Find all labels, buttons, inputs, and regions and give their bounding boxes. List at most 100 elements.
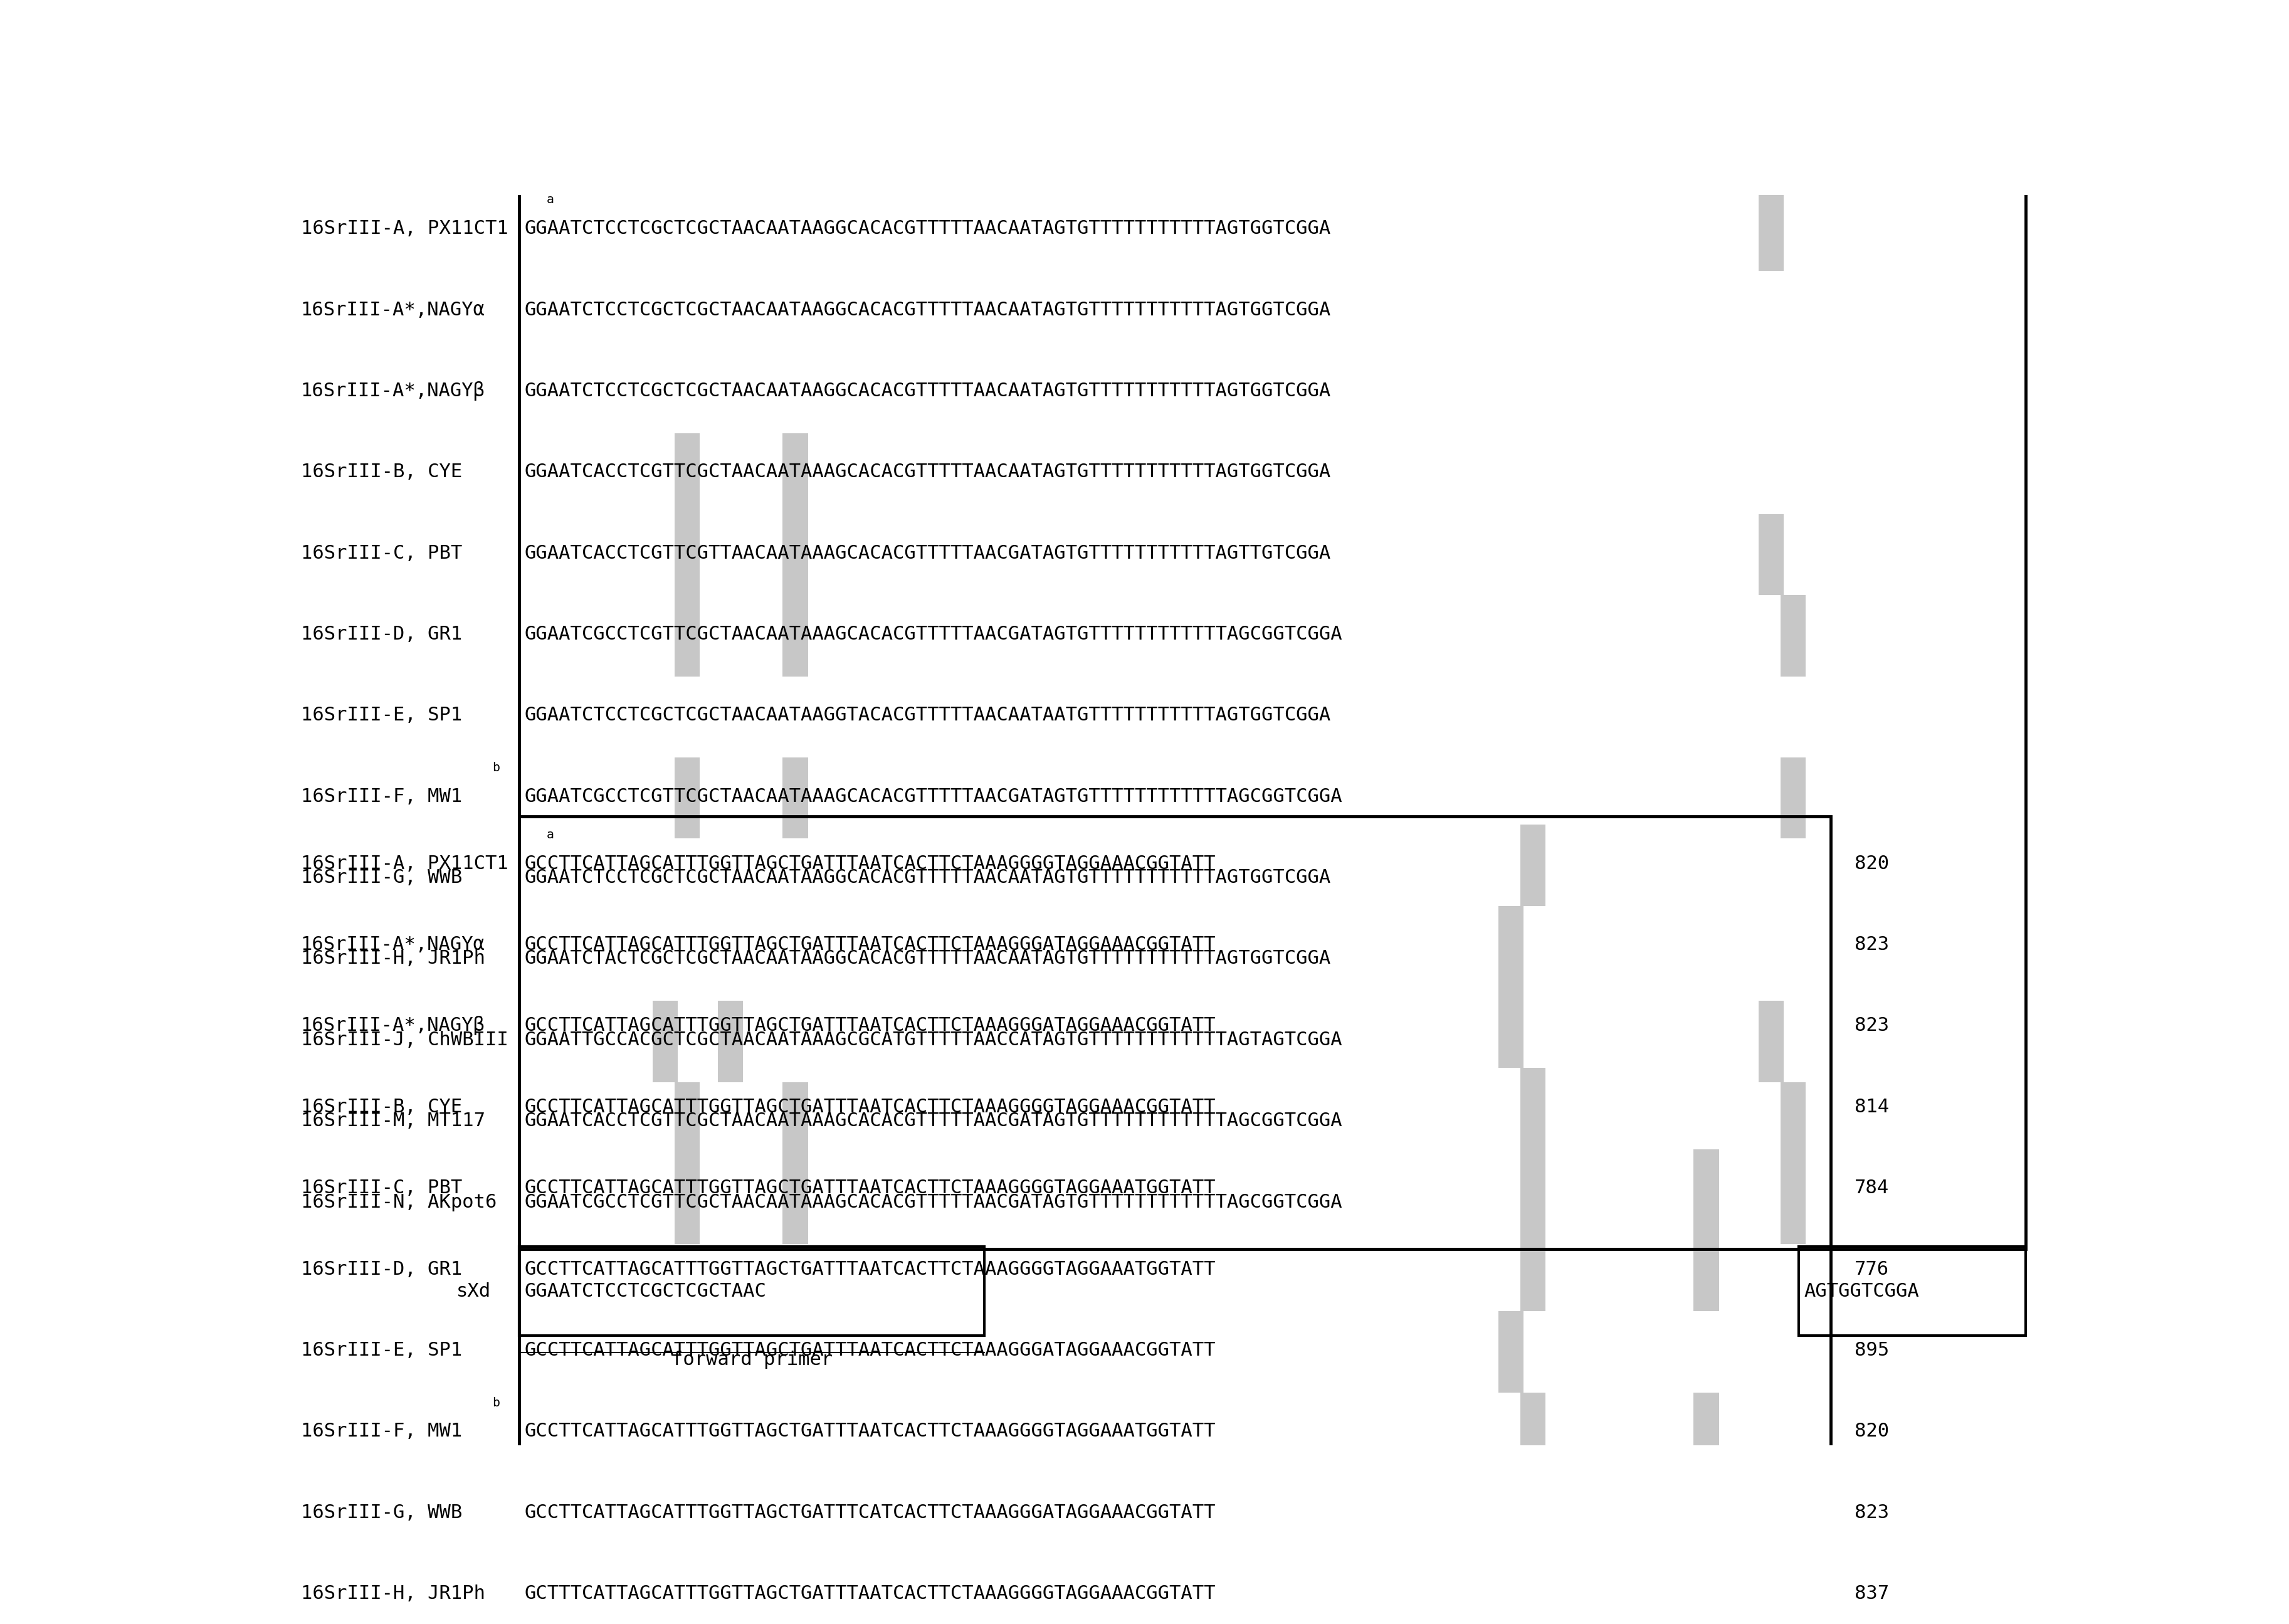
Text: GGAATCTCCTCGCTCGCTAACAATAAGGCACACGTTTTTAACAATAGTGTTTTTTTTTTTAGTGGTCGGA: GGAATCTCCTCGCTCGCTAACAATAAGGCACACGTTTTTA… (524, 382, 1330, 400)
Text: 16SrIII-F, MW1: 16SrIII-F, MW1 (300, 788, 462, 806)
Text: 823: 823 (1854, 935, 1888, 953)
Text: GGAATCTACTCGCTCGCTAACAATAAGGCACACGTTTTTAACAATAGTGTTTTTTTTTTTAGTGGTCGGA: GGAATCTACTCGCTCGCTAACAATAAGGCACACGTTTTTA… (524, 950, 1330, 968)
Bar (1781, 757, 1806, 838)
Text: 16SrIII-M, MT117: 16SrIII-M, MT117 (300, 1112, 485, 1130)
Bar (1499, 906, 1524, 987)
Text: 16SrIII-B, CYE: 16SrIII-B, CYE (300, 463, 462, 481)
Text: 16SrIII-A*,NAGYβ: 16SrIII-A*,NAGYβ (300, 382, 485, 401)
Bar (520, 817, 1831, 1624)
Text: 16SrIII-E, SP1: 16SrIII-E, SP1 (300, 706, 462, 724)
Text: b: b (492, 1397, 499, 1408)
Text: GGAATCACCTCGTTCGCTAACAATAAAGCACACGTTTTTAACAATAGTGTTTTTTTTTTTAGTGGTCGGA: GGAATCACCTCGTTCGCTAACAATAAAGCACACGTTTTTA… (524, 463, 1330, 481)
Text: 16SrIII-B, CYE: 16SrIII-B, CYE (300, 1098, 462, 1116)
Text: GCCTTCATTAGCATTTGGTTAGCTGATTTAATCACTTCTAAAGGGGTAGGAAATGGTATT: GCCTTCATTAGCATTTGGTTAGCTGATTTAATCACTTCTA… (524, 1179, 1215, 1197)
Bar (675, 757, 700, 838)
Bar (1520, 1554, 1545, 1624)
Text: GCCTTCATTAGCATTTGGTTAGCTGATTTAATCACTTCTAAAGGGATAGGAAACGGTATT: GCCTTCATTAGCATTTGGTTAGCTGATTTAATCACTTCTA… (524, 1017, 1215, 1034)
Bar (783, 434, 808, 515)
Bar (1499, 1473, 1524, 1554)
Text: 823: 823 (1854, 1504, 1888, 1522)
Text: GGAATCTCCTCGCTCGCTAAC: GGAATCTCCTCGCTCGCTAAC (524, 1283, 767, 1301)
Text: 820: 820 (1854, 854, 1888, 872)
Bar (1758, 515, 1783, 596)
Bar (783, 596, 808, 677)
Text: GCCTTCATTAGCATTTGGTTAGCTGATTTAATCACTTCTAAAGGGGTAGGAAACGGTATT: GCCTTCATTAGCATTTGGTTAGCTGATTTAATCACTTCTA… (524, 1098, 1215, 1116)
Text: 16SrIII-D, GR1: 16SrIII-D, GR1 (300, 625, 462, 643)
Text: 16SrIII-D, GR1: 16SrIII-D, GR1 (300, 1260, 462, 1278)
Text: 16SrIII-A, PX11CT1: 16SrIII-A, PX11CT1 (300, 219, 508, 237)
Bar (1520, 825, 1545, 906)
Bar (1694, 1392, 1719, 1473)
Text: GCCTTCATTAGCATTTGGTTAGCTGATTTCATCACTTCTAAAGGGATAGGAAACGGTATT: GCCTTCATTAGCATTTGGTTAGCTGATTTCATCACTTCTA… (524, 1504, 1215, 1522)
Text: 16SrIII-C, PBT: 16SrIII-C, PBT (300, 544, 462, 562)
Bar (652, 1000, 678, 1082)
Text: GGAATTGCCACGCTCGCTAACAATAAAGCGCATGTTTTTAACCATAGTGTTTTTTTTTTTTAGTAGTCGGA: GGAATTGCCACGCTCGCTAACAATAAAGCGCATGTTTTTA… (524, 1031, 1341, 1049)
Text: 820: 820 (1854, 1423, 1888, 1440)
Bar (783, 757, 808, 838)
Text: GCCTTCATTAGCATTTGGTTAGCTGATTTAATCACTTCTAAAGGGGTAGGAAACGGTATT: GCCTTCATTAGCATTTGGTTAGCTGATTTAATCACTTCTA… (524, 854, 1215, 872)
Bar (1799, 1247, 2026, 1337)
Bar (1758, 1000, 1783, 1082)
Text: 776: 776 (1854, 1260, 1888, 1278)
Bar (1520, 1392, 1545, 1473)
Text: 16SrIII-A*,NAGYα: 16SrIII-A*,NAGYα (300, 935, 485, 953)
Text: GGAATCGCCTCGTTCGCTAACAATAAAGCACACGTTTTTAACGATAGTGTTTTTTTTTTTTAGCGGTCGGA: GGAATCGCCTCGTTCGCTAACAATAAAGCACACGTTTTTA… (524, 625, 1341, 643)
Text: forward primer: forward primer (671, 1350, 833, 1369)
Text: b: b (492, 762, 499, 773)
Bar (675, 515, 700, 596)
Text: GGAATCTCCTCGCTCGCTAACAATAAGGCACACGTTTTTAACAATAGTGTTTTTTTTTTTAGTGGTCGGA: GGAATCTCCTCGCTCGCTAACAATAAGGCACACGTTTTTA… (524, 300, 1330, 318)
Text: 16SrIII-C, PBT: 16SrIII-C, PBT (300, 1179, 462, 1197)
Bar (675, 434, 700, 515)
Bar (1499, 987, 1524, 1069)
Text: GGAATCTCCTCGCTCGCTAACAATAAGGCACACGTTTTTAACAATAGTGTTTTTTTTTTTAGTGGTCGGA: GGAATCTCCTCGCTCGCTAACAATAAGGCACACGTTTTTA… (524, 869, 1330, 887)
Text: 784: 784 (1854, 1179, 1888, 1197)
Text: GGAATCGCCTCGTTCGCTAACAATAAAGCACACGTTTTTAACGATAGTGTTTTTTTTTTTTAGCGGTCGGA: GGAATCGCCTCGTTCGCTAACAATAAAGCACACGTTTTTA… (524, 1194, 1341, 1212)
Text: 16SrIII-H, JR1Ph: 16SrIII-H, JR1Ph (300, 1585, 485, 1603)
Bar (520, 1247, 984, 1337)
Bar (1520, 1150, 1545, 1231)
Bar (1520, 1231, 1545, 1311)
Text: GCCTTCATTAGCATTTGGTTAGCTGATTTAATCACTTCTAAAGGGATAGGAAACGGTATT: GCCTTCATTAGCATTTGGTTAGCTGATTTAATCACTTCTA… (524, 935, 1215, 953)
Text: 16SrIII-A*,NAGYα: 16SrIII-A*,NAGYα (300, 300, 485, 318)
Bar (520, 182, 2026, 1249)
Bar (1781, 1082, 1806, 1163)
Text: 16SrIII-N, AKpot6: 16SrIII-N, AKpot6 (300, 1194, 497, 1212)
Bar (565, 1554, 591, 1624)
Text: 16SrIII-J, ChWBIII: 16SrIII-J, ChWBIII (300, 1031, 508, 1049)
Text: 823: 823 (1854, 1017, 1888, 1034)
Text: GCCTTCATTAGCATTTGGTTAGCTGATTTAATCACTTCTAAAGGGATAGGAAACGGTATT: GCCTTCATTAGCATTTGGTTAGCTGATTTAATCACTTCTA… (524, 1341, 1215, 1359)
Bar (783, 515, 808, 596)
Bar (1758, 190, 1783, 271)
Bar (675, 1163, 700, 1244)
Bar (1499, 1311, 1524, 1392)
Text: 16SrIII-E, SP1: 16SrIII-E, SP1 (300, 1341, 462, 1359)
Text: 837: 837 (1854, 1585, 1888, 1603)
Bar (1520, 1069, 1545, 1150)
Text: GGAATCACCTCGTTCGTTAACAATAAAGCACACGTTTTTAACGATAGTGTTTTTTTTTTTAGTTGTCGGA: GGAATCACCTCGTTCGTTAACAATAAAGCACACGTTTTTA… (524, 544, 1330, 562)
Text: 16SrIII-G, WWB: 16SrIII-G, WWB (300, 869, 462, 887)
Text: 16SrIII-G, WWB: 16SrIII-G, WWB (300, 1504, 462, 1522)
Text: GCCTTCATTAGCATTTGGTTAGCTGATTTAATCACTTCTAAAGGGGTAGGAAATGGTATT: GCCTTCATTAGCATTTGGTTAGCTGATTTAATCACTTCTA… (524, 1260, 1215, 1278)
Text: 16SrIII-F, MW1: 16SrIII-F, MW1 (300, 1423, 462, 1440)
Bar (1781, 1163, 1806, 1244)
Text: a: a (547, 828, 554, 841)
Bar (675, 1082, 700, 1163)
Bar (675, 596, 700, 677)
Text: a: a (547, 193, 554, 206)
Text: sXd: sXd (456, 1283, 490, 1301)
Bar (719, 1000, 744, 1082)
Text: 895: 895 (1854, 1341, 1888, 1359)
Bar (1781, 596, 1806, 677)
Text: 16SrIII-A*,NAGYβ: 16SrIII-A*,NAGYβ (300, 1017, 485, 1036)
Text: GGAATCTCCTCGCTCGCTAACAATAAGGCACACGTTTTTAACAATAGTGTTTTTTTTTTTAGTGGTCGGA: GGAATCTCCTCGCTCGCTAACAATAAGGCACACGTTTTTA… (524, 219, 1330, 237)
Bar (1694, 1150, 1719, 1231)
Text: GGAATCTCCTCGCTCGCTAACAATAAGGTACACGTTTTTAACAATAATGTTTTTTTTTTTAGTGGTCGGA: GGAATCTCCTCGCTCGCTAACAATAAGGTACACGTTTTTA… (524, 706, 1330, 724)
Text: AGTGGTCGGA: AGTGGTCGGA (1804, 1283, 1918, 1301)
Bar (783, 1082, 808, 1163)
Bar (783, 1163, 808, 1244)
Text: GCCTTCATTAGCATTTGGTTAGCTGATTTAATCACTTCTAAAGGGGTAGGAAATGGTATT: GCCTTCATTAGCATTTGGTTAGCTGATTTAATCACTTCTA… (524, 1423, 1215, 1440)
Text: GCTTTCATTAGCATTTGGTTAGCTGATTTAATCACTTCTAAAGGGGTAGGAAACGGTATT: GCTTTCATTAGCATTTGGTTAGCTGATTTAATCACTTCTA… (524, 1585, 1215, 1603)
Text: GGAATCGCCTCGTTCGCTAACAATAAAGCACACGTTTTTAACGATAGTGTTTTTTTTTTTTAGCGGTCGGA: GGAATCGCCTCGTTCGCTAACAATAAAGCACACGTTTTTA… (524, 788, 1341, 806)
Text: 16SrIII-A, PX11CT1: 16SrIII-A, PX11CT1 (300, 854, 508, 872)
Text: GGAATCACCTCGTTCGCTAACAATAAAGCACACGTTTTTAACGATAGTGTTTTTTTTTTTTAGCGGTCGGA: GGAATCACCTCGTTCGCTAACAATAAAGCACACGTTTTTA… (524, 1112, 1341, 1130)
